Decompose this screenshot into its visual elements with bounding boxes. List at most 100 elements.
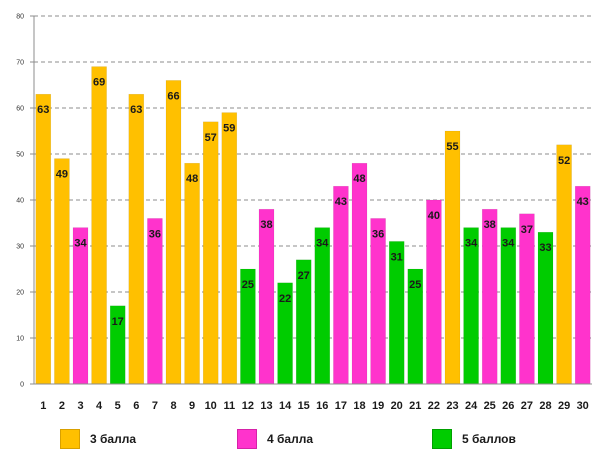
y-tick-label: 30	[16, 244, 24, 251]
bar-value-label-2: 49	[56, 169, 68, 181]
gridlines	[34, 15, 592, 339]
x-tick-label-27: 27	[521, 400, 533, 412]
bar-value-label-27: 37	[521, 224, 533, 236]
bar-4	[91, 66, 107, 385]
bar-value-label-8: 66	[167, 90, 179, 102]
bar-value-label-5: 17	[112, 316, 124, 328]
bar-30	[574, 185, 591, 385]
bar-value-label-1: 63	[37, 104, 49, 116]
bar-16	[314, 227, 331, 385]
x-tick-label-13: 13	[260, 400, 272, 412]
bar-3	[72, 227, 89, 385]
bar-8	[165, 80, 182, 385]
bar-10	[202, 121, 219, 385]
bar-26	[500, 227, 517, 385]
y-tick-label: 80	[16, 14, 24, 21]
bar-11	[221, 112, 238, 385]
x-axis: 1 2 3 4 5 6 7 8 9 10 11 12 13 14 15 16 17 18 19 20 21 22 23 24 2…	[34, 383, 592, 412]
bar-value-label-12: 25	[242, 279, 254, 291]
bar-25	[481, 208, 498, 385]
y-tick-label: 20	[16, 290, 24, 297]
x-tick-label-7: 7	[152, 400, 158, 412]
x-tick-label-28: 28	[539, 400, 551, 412]
legend-swatch-4-balla	[237, 429, 257, 449]
legend-item-4-balla: 4 балла	[237, 428, 313, 450]
bar-value-label-20: 31	[391, 251, 403, 263]
bar-value-label-23: 55	[446, 141, 458, 153]
bar-6	[128, 93, 145, 385]
x-tick-label-30: 30	[577, 400, 589, 412]
bar-value-label-7: 36	[149, 228, 161, 240]
x-tick-label-14: 14	[279, 400, 292, 412]
bar-17	[333, 185, 349, 385]
y-axis: 0 10 20 30 40 50 60 70 80	[16, 14, 35, 389]
bar-value-label-29: 52	[558, 155, 570, 167]
x-tick-label-9: 9	[189, 400, 195, 412]
x-tick-label-20: 20	[391, 400, 403, 412]
bar-value-label-6: 63	[130, 104, 142, 116]
bar-value-label-30: 43	[577, 196, 589, 208]
legend-item-3-balla: 3 балла	[60, 428, 136, 450]
bar-24	[463, 227, 479, 385]
bar-18	[351, 162, 368, 385]
bar-23	[444, 130, 461, 385]
x-tick-label-12: 12	[242, 400, 254, 412]
y-tick-label: 60	[16, 106, 24, 113]
bar-value-label-26: 34	[502, 238, 515, 250]
y-tick-label: 10	[16, 336, 24, 343]
bar-value-label-17: 43	[335, 196, 347, 208]
bar-value-label-16: 34	[316, 238, 329, 250]
y-tick-label: 50	[16, 152, 24, 159]
x-tick-label-24: 24	[465, 400, 478, 412]
x-tick-label-8: 8	[170, 400, 176, 412]
legend-swatch-5-ballov	[432, 429, 452, 449]
bar-value-label-18: 48	[353, 173, 365, 185]
x-tick-label-18: 18	[353, 400, 365, 412]
x-tick-label-2: 2	[59, 400, 65, 412]
bar-1	[35, 93, 52, 385]
x-tick-label-4: 4	[96, 400, 103, 412]
bar-2	[54, 158, 70, 385]
bar-9	[184, 162, 200, 385]
x-tick-label-6: 6	[133, 400, 139, 412]
y-tick-label: 70	[16, 60, 24, 67]
legend-label-3-balla: 3 балла	[90, 432, 137, 446]
x-tick-label-25: 25	[484, 400, 496, 412]
bar-value-label-9: 48	[186, 173, 198, 185]
bar-22	[426, 199, 442, 385]
bar-7	[147, 218, 163, 385]
x-tick-label-29: 29	[558, 400, 570, 412]
y-tick-label: 40	[16, 198, 24, 205]
y-tick-label: 0	[20, 382, 24, 389]
x-tick-label-11: 11	[223, 400, 235, 412]
legend-item-5-ballov: 5 баллов	[432, 428, 516, 450]
bar-value-label-13: 38	[260, 219, 272, 231]
bar-value-label-28: 33	[539, 242, 551, 254]
x-tick-label-19: 19	[372, 400, 384, 412]
bar-13	[258, 208, 275, 385]
legend-swatch-3-balla	[60, 429, 80, 449]
bar-28	[537, 231, 554, 385]
bar-value-label-10: 57	[205, 132, 217, 144]
bar-value-label-25: 38	[484, 219, 496, 231]
legend-label-5-ballov: 5 баллов	[462, 432, 516, 446]
bar-value-label-21: 25	[409, 279, 421, 291]
x-tick-label-1: 1	[40, 400, 46, 412]
bar-value-label-3: 34	[74, 238, 87, 250]
bar-value-label-24: 34	[465, 238, 478, 250]
bar-value-label-4: 69	[93, 77, 105, 89]
x-tick-label-26: 26	[502, 400, 514, 412]
bar-value-label-19: 36	[372, 228, 384, 240]
bar-19	[370, 218, 386, 385]
bar-value-label-22: 40	[428, 210, 440, 222]
x-tick-label-15: 15	[298, 400, 310, 412]
x-tick-label-23: 23	[446, 400, 458, 412]
x-tick-label-16: 16	[316, 400, 328, 412]
bar-value-label-11: 59	[223, 123, 235, 135]
x-tick-label-17: 17	[335, 400, 347, 412]
bar-value-label-14: 22	[279, 293, 291, 305]
bar-27	[519, 213, 535, 385]
x-tick-label-3: 3	[77, 400, 83, 412]
x-tick-label-5: 5	[115, 400, 121, 412]
